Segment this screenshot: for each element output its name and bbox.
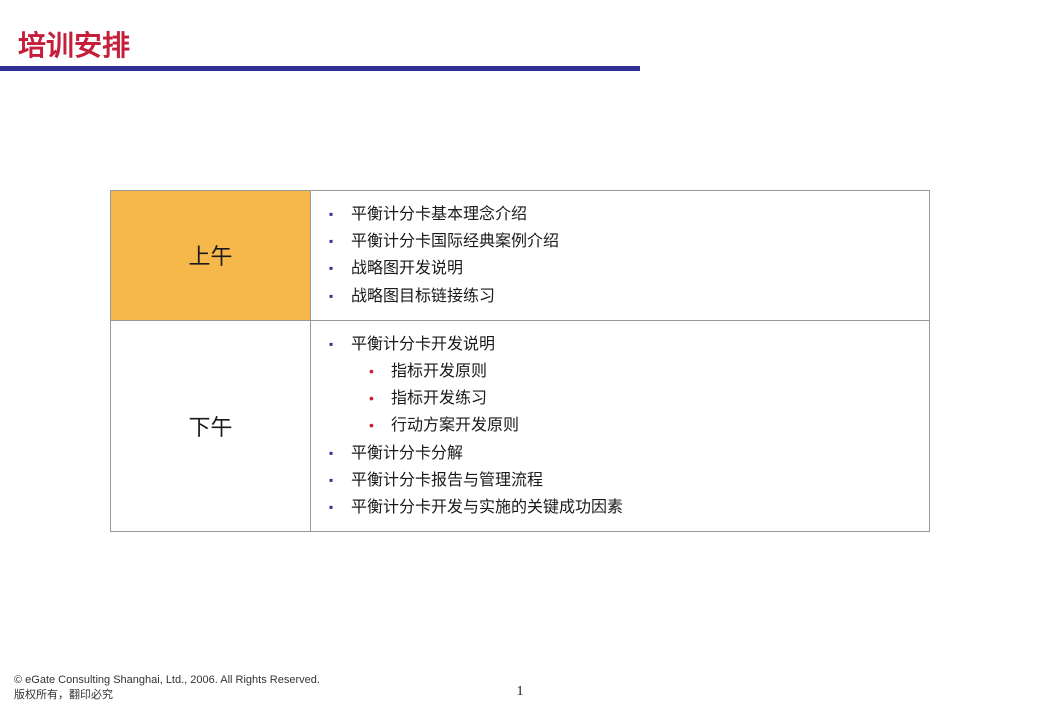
- schedule-table: 上午 平衡计分卡基本理念介绍 平衡计分卡国际经典案例介绍 战略图开发说明 战略图…: [110, 190, 930, 532]
- page-number: 1: [517, 684, 524, 700]
- afternoon-item: 平衡计分卡开发说明: [329, 331, 911, 358]
- afternoon-subitem: 指标开发练习: [329, 385, 911, 412]
- afternoon-item: 平衡计分卡报告与管理流程: [329, 467, 911, 494]
- morning-item: 平衡计分卡基本理念介绍: [329, 201, 911, 228]
- afternoon-item: 平衡计分卡开发与实施的关键成功因素: [329, 494, 911, 521]
- afternoon-label: 下午: [111, 320, 311, 531]
- footer-rights-cn: 版权所有，翻印必究: [14, 688, 320, 702]
- morning-item: 战略图目标链接练习: [329, 283, 911, 310]
- title-underline: [0, 66, 640, 71]
- afternoon-subitem: 指标开发原则: [329, 358, 911, 385]
- slide-title: 培训安排: [18, 24, 130, 64]
- morning-item: 平衡计分卡国际经典案例介绍: [329, 228, 911, 255]
- afternoon-content: 平衡计分卡开发说明 指标开发原则 指标开发练习 行动方案开发原则 平衡计分卡分解…: [311, 320, 930, 531]
- footer-copyright: © eGate Consulting Shanghai, Ltd., 2006.…: [14, 673, 320, 687]
- morning-row: 上午 平衡计分卡基本理念介绍 平衡计分卡国际经典案例介绍 战略图开发说明 战略图…: [111, 191, 930, 321]
- morning-item: 战略图开发说明: [329, 255, 911, 282]
- morning-content: 平衡计分卡基本理念介绍 平衡计分卡国际经典案例介绍 战略图开发说明 战略图目标链…: [311, 191, 930, 321]
- afternoon-item: 平衡计分卡分解: [329, 440, 911, 467]
- afternoon-row: 下午 平衡计分卡开发说明 指标开发原则 指标开发练习 行动方案开发原则 平衡计分…: [111, 320, 930, 531]
- morning-label: 上午: [111, 191, 311, 321]
- footer: © eGate Consulting Shanghai, Ltd., 2006.…: [14, 673, 320, 702]
- afternoon-subitem: 行动方案开发原则: [329, 412, 911, 439]
